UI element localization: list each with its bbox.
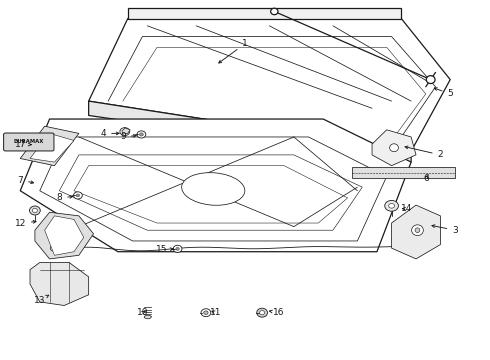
Ellipse shape xyxy=(74,192,82,199)
Ellipse shape xyxy=(385,201,398,211)
Polygon shape xyxy=(392,205,441,259)
Text: 17: 17 xyxy=(15,140,32,149)
Ellipse shape xyxy=(140,133,144,136)
Polygon shape xyxy=(128,8,401,19)
Ellipse shape xyxy=(50,245,57,251)
Polygon shape xyxy=(45,216,84,255)
Ellipse shape xyxy=(390,144,398,152)
Polygon shape xyxy=(74,166,347,223)
Polygon shape xyxy=(20,119,411,252)
FancyBboxPatch shape xyxy=(3,133,54,151)
Text: 10: 10 xyxy=(137,308,148,317)
Polygon shape xyxy=(89,101,411,162)
Ellipse shape xyxy=(201,309,211,317)
Polygon shape xyxy=(20,126,79,166)
Ellipse shape xyxy=(389,203,394,208)
Ellipse shape xyxy=(120,128,130,135)
Text: 2: 2 xyxy=(405,146,443,159)
Ellipse shape xyxy=(260,311,265,315)
Text: 14: 14 xyxy=(400,204,412,213)
Ellipse shape xyxy=(76,194,79,197)
Text: DURAMAX: DURAMAX xyxy=(14,139,44,144)
Text: 4: 4 xyxy=(100,129,119,138)
Polygon shape xyxy=(35,212,94,259)
Polygon shape xyxy=(30,262,89,306)
Ellipse shape xyxy=(415,228,420,233)
Text: 16: 16 xyxy=(270,308,285,317)
Text: 8: 8 xyxy=(56,193,73,202)
Text: 7: 7 xyxy=(17,176,34,185)
Polygon shape xyxy=(40,137,387,241)
Text: 6: 6 xyxy=(423,174,429,183)
Text: 9: 9 xyxy=(120,132,136,141)
Polygon shape xyxy=(30,134,74,162)
Ellipse shape xyxy=(176,247,179,250)
Polygon shape xyxy=(122,128,130,134)
Ellipse shape xyxy=(270,8,278,15)
Ellipse shape xyxy=(29,206,40,215)
Ellipse shape xyxy=(412,225,423,235)
Text: 13: 13 xyxy=(34,295,49,305)
Text: 12: 12 xyxy=(15,219,36,228)
Ellipse shape xyxy=(145,315,151,319)
Ellipse shape xyxy=(173,245,182,252)
Ellipse shape xyxy=(182,173,245,205)
Ellipse shape xyxy=(257,308,268,317)
Ellipse shape xyxy=(137,131,146,138)
Polygon shape xyxy=(89,19,450,151)
Ellipse shape xyxy=(204,311,208,315)
Text: 3: 3 xyxy=(432,225,458,235)
Polygon shape xyxy=(59,155,362,230)
Polygon shape xyxy=(372,130,416,166)
Text: 1: 1 xyxy=(219,39,248,63)
Ellipse shape xyxy=(426,76,435,84)
Text: 15: 15 xyxy=(156,246,173,255)
Text: 5: 5 xyxy=(434,88,453,98)
Ellipse shape xyxy=(32,208,37,213)
Polygon shape xyxy=(352,167,455,178)
Text: 11: 11 xyxy=(210,308,221,317)
